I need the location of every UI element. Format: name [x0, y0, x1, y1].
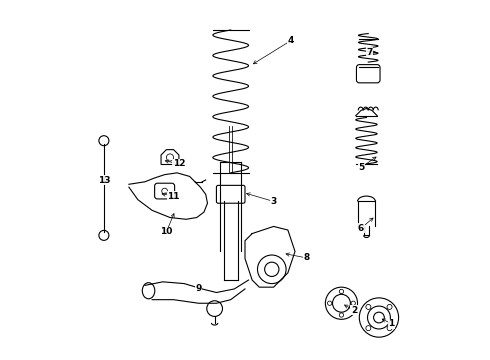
Text: 3: 3	[270, 197, 277, 206]
Text: 1: 1	[389, 319, 394, 328]
Text: 6: 6	[358, 224, 364, 233]
Text: 4: 4	[288, 36, 294, 45]
Text: 7: 7	[366, 48, 372, 57]
FancyBboxPatch shape	[155, 183, 174, 199]
Text: 2: 2	[351, 306, 357, 315]
Text: 9: 9	[196, 284, 202, 293]
Text: 11: 11	[167, 192, 180, 201]
Text: 8: 8	[303, 253, 310, 262]
Text: 12: 12	[172, 159, 185, 168]
Text: 13: 13	[98, 176, 110, 185]
Text: 10: 10	[160, 227, 172, 236]
FancyBboxPatch shape	[217, 185, 245, 203]
Text: 5: 5	[358, 163, 364, 172]
FancyBboxPatch shape	[356, 64, 380, 83]
